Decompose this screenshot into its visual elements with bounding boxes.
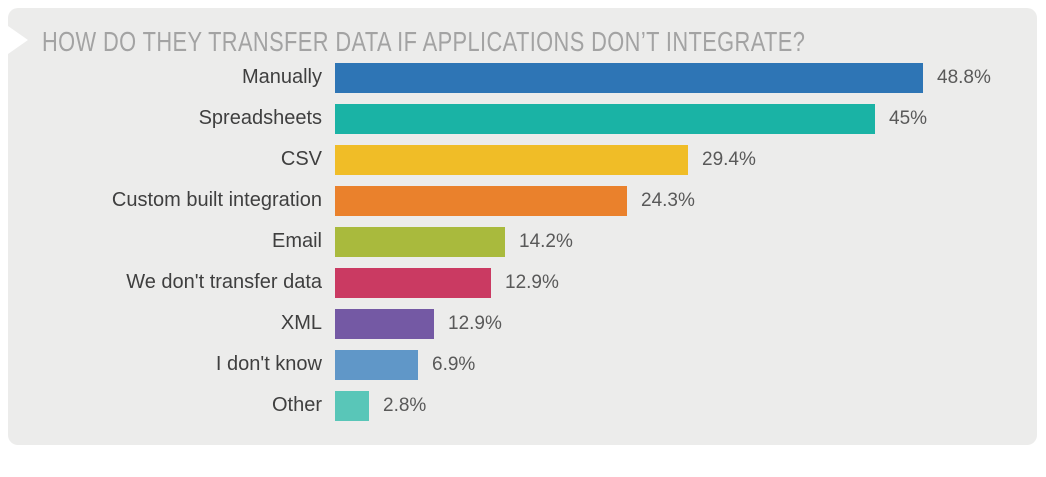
bar <box>335 144 688 175</box>
ribbon-notch-icon <box>8 26 28 54</box>
category-label: Other <box>271 394 322 416</box>
chart-panel: HOW DO THEY TRANSFER DATA IF APPLICATION… <box>8 8 1037 445</box>
category-label: Manually <box>241 66 322 88</box>
chart-row: CSV 29.4% <box>8 139 1037 180</box>
bar-area: 48.8% <box>335 57 1037 98</box>
bar <box>335 349 418 380</box>
bar-area: 14.2% <box>335 221 1037 262</box>
bar <box>335 62 923 93</box>
value-label: 12.9% <box>448 313 502 334</box>
category-label: Custom built integration <box>111 189 322 211</box>
value-label: 45% <box>889 108 928 129</box>
bar <box>335 185 627 216</box>
chart-title: HOW DO THEY TRANSFER DATA IF APPLICATION… <box>42 26 806 57</box>
value-label: 6.9% <box>432 354 476 375</box>
bar <box>335 390 369 421</box>
chart-row: Spreadsheets 45% <box>8 98 1037 139</box>
value-label: 2.8% <box>383 395 427 416</box>
category-label: I don't know <box>215 353 322 375</box>
chart-row: Manually 48.8% <box>8 57 1037 98</box>
bar-area: 29.4% <box>335 139 1037 180</box>
bar-area: 24.3% <box>335 180 1037 221</box>
value-label: 24.3% <box>641 190 695 211</box>
category-label: Spreadsheets <box>198 107 322 129</box>
value-label: 48.8% <box>937 67 991 88</box>
value-label: 12.9% <box>505 272 559 293</box>
chart-rows: Manually 48.8% Spreadsheets 45% CSV 29.4… <box>8 57 1037 426</box>
value-label: 14.2% <box>519 231 573 252</box>
bar-area: 12.9% <box>335 303 1037 344</box>
category-label: We don't transfer data <box>126 271 322 293</box>
bar-area: 2.8% <box>335 385 1037 426</box>
chart-row: We don't transfer data 12.9% <box>8 262 1037 303</box>
bar <box>335 308 434 339</box>
category-label: CSV <box>280 148 322 170</box>
bar <box>335 267 491 298</box>
bar-area: 45% <box>335 98 1037 139</box>
chart-row: I don't know 6.9% <box>8 344 1037 385</box>
chart-row: Email 14.2% <box>8 221 1037 262</box>
value-label: 29.4% <box>702 149 756 170</box>
chart-row: Custom built integration 24.3% <box>8 180 1037 221</box>
bar <box>335 103 875 134</box>
bar-area: 6.9% <box>335 344 1037 385</box>
chart-row: XML 12.9% <box>8 303 1037 344</box>
bar-area: 12.9% <box>335 262 1037 303</box>
category-label: XML <box>280 312 322 334</box>
chart-row: Other 2.8% <box>8 385 1037 426</box>
category-label: Email <box>271 230 322 252</box>
bar <box>335 226 505 257</box>
